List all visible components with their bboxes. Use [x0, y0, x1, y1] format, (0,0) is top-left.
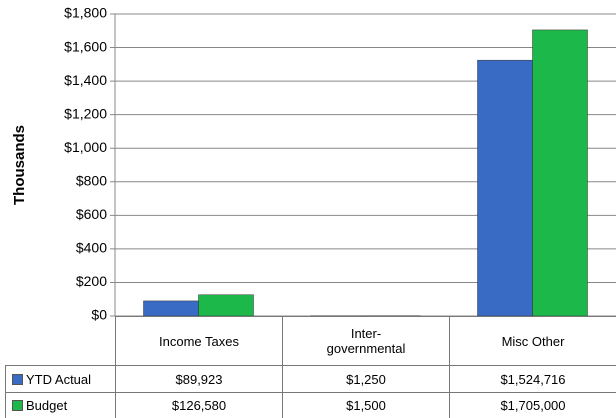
cell-text: $1,500 [346, 398, 386, 413]
legend-cell: YTD Actual [5, 365, 116, 393]
value-cell: $1,250 [282, 365, 450, 393]
y-axis-label: Thousands [11, 125, 28, 205]
value-cell: $89,923 [115, 365, 283, 393]
y-tick-label: $600 [76, 206, 107, 222]
y-tick-label: $1,800 [64, 5, 107, 21]
value-cell: $126,580 [115, 392, 283, 418]
cell-text: $1,250 [346, 371, 386, 387]
value-cell: $1,500 [282, 392, 450, 418]
bar [143, 300, 199, 317]
y-tick-label: $1,000 [64, 139, 107, 155]
legend-key [12, 400, 23, 411]
y-tick-label: $1,600 [64, 38, 107, 54]
cell-text: Inter-governmental [326, 326, 406, 356]
bar [532, 29, 588, 317]
category-cell: Inter-governmental [282, 316, 450, 366]
bar [477, 59, 533, 317]
y-tick-label: $0 [91, 307, 107, 323]
cell-text: Misc Other [501, 333, 565, 349]
legend-label: Budget [26, 398, 68, 413]
y-tick-label: $400 [76, 240, 107, 256]
category-cell: Income Taxes [115, 316, 283, 366]
y-tick-label: $1,200 [64, 105, 107, 121]
legend-label: YTD Actual [26, 371, 92, 387]
cell-text: Income Taxes [159, 333, 239, 349]
value-cell: $1,705,000 [449, 392, 616, 418]
legend-key [12, 373, 23, 385]
legend-cell: Budget [5, 392, 116, 418]
category-cell: Misc Other [449, 316, 616, 366]
cell-text: $126,580 [171, 398, 227, 413]
cell-text: $89,923 [175, 371, 223, 387]
cell-text: $1,705,000 [500, 398, 566, 413]
y-tick-label: $200 [76, 273, 107, 289]
cell-text: $1,524,716 [500, 371, 566, 387]
y-tick-label: $1,400 [64, 72, 107, 88]
y-tick-label: $800 [76, 172, 107, 188]
bar [198, 294, 254, 317]
value-cell: $1,524,716 [449, 365, 616, 393]
